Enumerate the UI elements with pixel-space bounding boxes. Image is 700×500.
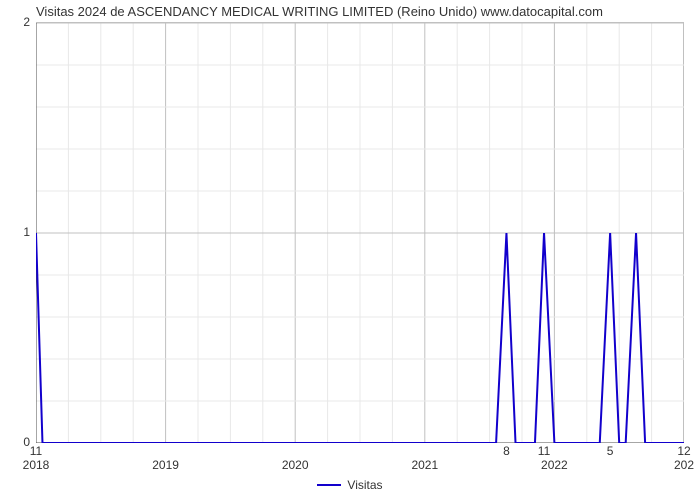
x-tick-label: 202 — [674, 458, 694, 472]
point-value-label: 8 — [503, 444, 510, 458]
x-tick-label: 2018 — [23, 458, 50, 472]
x-tick-label: 2019 — [152, 458, 179, 472]
point-value-label: 5 — [607, 444, 614, 458]
y-tick-label: 2 — [6, 15, 30, 29]
point-value-label: 11 — [30, 444, 42, 458]
x-tick-label: 2020 — [282, 458, 309, 472]
legend-swatch — [317, 484, 341, 486]
legend: Visitas — [0, 477, 700, 492]
chart-title: Visitas 2024 de ASCENDANCY MEDICAL WRITI… — [36, 4, 603, 19]
point-value-label: 12 — [677, 444, 690, 458]
y-tick-label: 1 — [6, 225, 30, 239]
y-tick-label: 0 — [6, 435, 30, 449]
x-tick-label: 2022 — [541, 458, 568, 472]
chart-container: Visitas 2024 de ASCENDANCY MEDICAL WRITI… — [0, 0, 700, 500]
legend-label: Visitas — [347, 478, 382, 492]
x-tick-label: 2021 — [411, 458, 438, 472]
plot-area — [36, 22, 684, 442]
point-value-label: 11 — [538, 444, 550, 458]
